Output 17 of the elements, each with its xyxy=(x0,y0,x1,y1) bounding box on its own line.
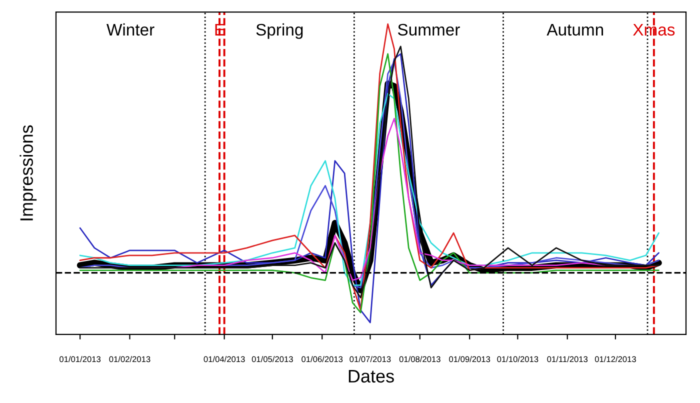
x-tick-label: 01/12/2013 xyxy=(594,356,636,362)
x-tick-label: 01/02/2013 xyxy=(109,356,150,362)
x-tick-label: 01/01/2013 xyxy=(60,356,101,362)
x-axis-title: Dates xyxy=(348,370,394,383)
x-tick-label: 01/04/2013 xyxy=(204,356,245,362)
x-tick-label: 01/08/2013 xyxy=(399,356,440,362)
annotation: Summer xyxy=(398,24,460,36)
x-tick-label: 01/06/2013 xyxy=(302,356,343,362)
y-axis-title: Impressions xyxy=(20,125,37,220)
x-tick-label: 01/11/2013 xyxy=(547,356,588,362)
annotation: Autumn xyxy=(546,24,604,36)
x-tick-label: 01/07/2013 xyxy=(350,356,391,362)
x-tick-label: 01/09/2013 xyxy=(449,356,490,362)
x-tick-label: 01/10/2013 xyxy=(497,356,538,362)
x-tick-label: 01/05/2013 xyxy=(252,356,293,362)
annotation: Winter xyxy=(106,23,154,36)
annotation: Spring xyxy=(256,23,303,39)
